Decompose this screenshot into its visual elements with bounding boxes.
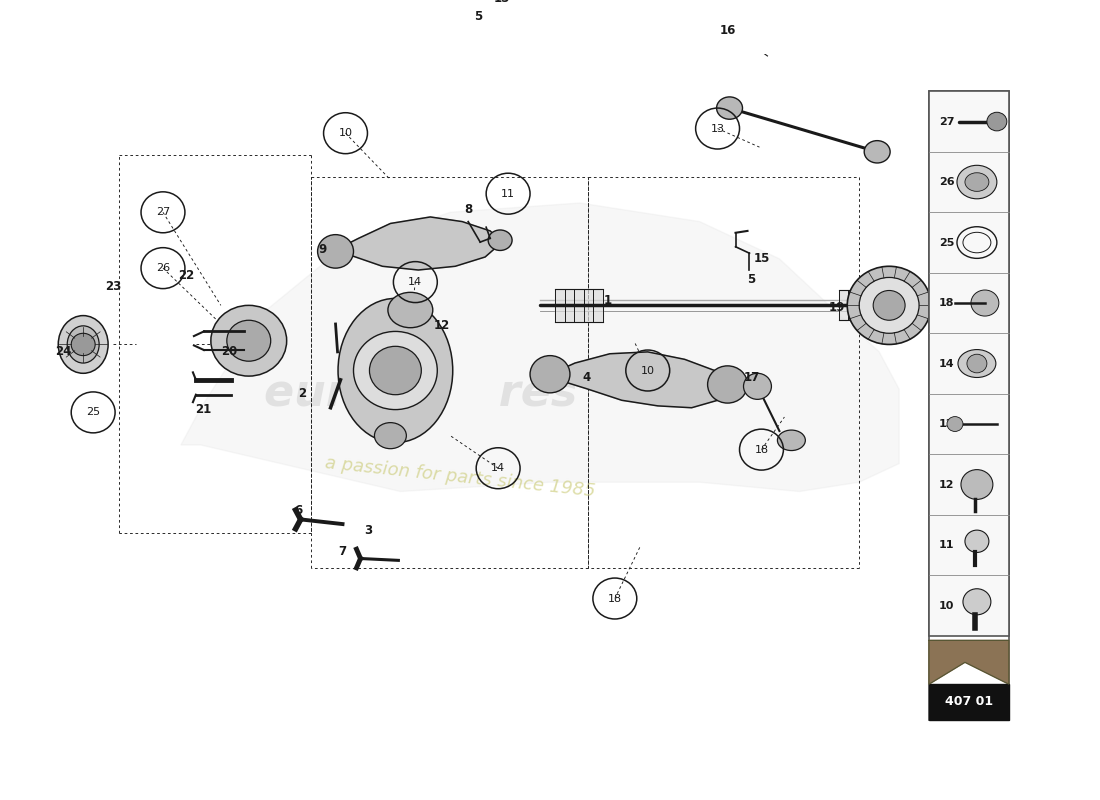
Circle shape (744, 374, 771, 399)
Circle shape (962, 589, 991, 615)
Text: 17: 17 (744, 371, 760, 385)
Text: 15: 15 (494, 0, 510, 5)
Circle shape (987, 112, 1007, 131)
Text: 10: 10 (641, 366, 654, 375)
Ellipse shape (958, 350, 996, 378)
Text: 12: 12 (434, 319, 450, 332)
Text: 18: 18 (755, 445, 769, 454)
FancyBboxPatch shape (930, 684, 1009, 719)
Text: 2: 2 (298, 387, 307, 400)
Ellipse shape (58, 316, 108, 374)
Text: 6: 6 (295, 504, 302, 517)
Text: eurosp    res: eurosp res (264, 372, 578, 415)
Text: 3: 3 (364, 524, 373, 537)
Polygon shape (839, 290, 875, 320)
Text: 11: 11 (939, 540, 955, 550)
Text: 407 01: 407 01 (945, 695, 993, 708)
Text: 23: 23 (104, 280, 121, 294)
Ellipse shape (67, 326, 99, 363)
Ellipse shape (957, 166, 997, 199)
Text: 18: 18 (608, 594, 622, 603)
Polygon shape (180, 203, 899, 491)
Circle shape (961, 470, 993, 499)
Ellipse shape (374, 422, 406, 449)
Text: a passion for parts since 1985: a passion for parts since 1985 (324, 454, 596, 501)
Circle shape (353, 331, 438, 410)
Text: 12: 12 (939, 479, 955, 490)
Text: 8: 8 (464, 203, 472, 216)
Text: 22: 22 (178, 269, 194, 282)
Circle shape (729, 26, 754, 49)
Ellipse shape (716, 97, 742, 119)
FancyBboxPatch shape (930, 91, 1009, 636)
Polygon shape (930, 641, 1009, 684)
Circle shape (971, 290, 999, 316)
Circle shape (873, 290, 905, 320)
Text: 5: 5 (747, 273, 756, 286)
Polygon shape (332, 217, 502, 270)
Text: 20: 20 (221, 346, 236, 358)
Text: 18: 18 (939, 298, 955, 308)
Polygon shape (556, 289, 603, 322)
Text: 13: 13 (711, 123, 725, 134)
Text: 14: 14 (408, 277, 422, 287)
Circle shape (707, 366, 748, 403)
Text: 16: 16 (719, 24, 736, 38)
Text: 25: 25 (939, 238, 955, 247)
Circle shape (530, 356, 570, 393)
Text: 10: 10 (939, 601, 955, 610)
Ellipse shape (488, 230, 513, 250)
Text: 7: 7 (339, 546, 346, 558)
Text: 11: 11 (502, 189, 515, 198)
Circle shape (227, 320, 271, 362)
Text: 26: 26 (939, 177, 955, 187)
Text: 19: 19 (829, 301, 846, 314)
Polygon shape (548, 352, 729, 408)
Ellipse shape (865, 141, 890, 163)
Text: 27: 27 (939, 117, 955, 126)
Text: 14: 14 (491, 463, 505, 474)
Circle shape (318, 234, 353, 268)
Ellipse shape (778, 430, 805, 450)
Text: 1: 1 (604, 294, 612, 307)
Ellipse shape (388, 292, 432, 328)
Circle shape (859, 278, 920, 334)
Text: 15: 15 (754, 252, 770, 266)
Circle shape (211, 306, 287, 376)
Circle shape (967, 354, 987, 373)
Text: 27: 27 (156, 207, 170, 218)
Circle shape (847, 266, 931, 345)
Circle shape (965, 530, 989, 553)
Ellipse shape (965, 173, 989, 191)
Text: 26: 26 (156, 263, 170, 273)
Text: 9: 9 (319, 243, 327, 256)
Circle shape (370, 346, 421, 394)
Text: 10: 10 (339, 128, 352, 138)
Text: 21: 21 (195, 403, 211, 416)
Text: 25: 25 (86, 407, 100, 418)
Ellipse shape (338, 298, 453, 442)
Text: 4: 4 (583, 370, 591, 383)
Circle shape (72, 334, 96, 356)
Text: 14: 14 (939, 358, 955, 369)
Circle shape (947, 417, 962, 431)
Text: 5: 5 (474, 10, 482, 23)
Text: 13: 13 (939, 419, 955, 429)
Text: 24: 24 (55, 346, 72, 358)
